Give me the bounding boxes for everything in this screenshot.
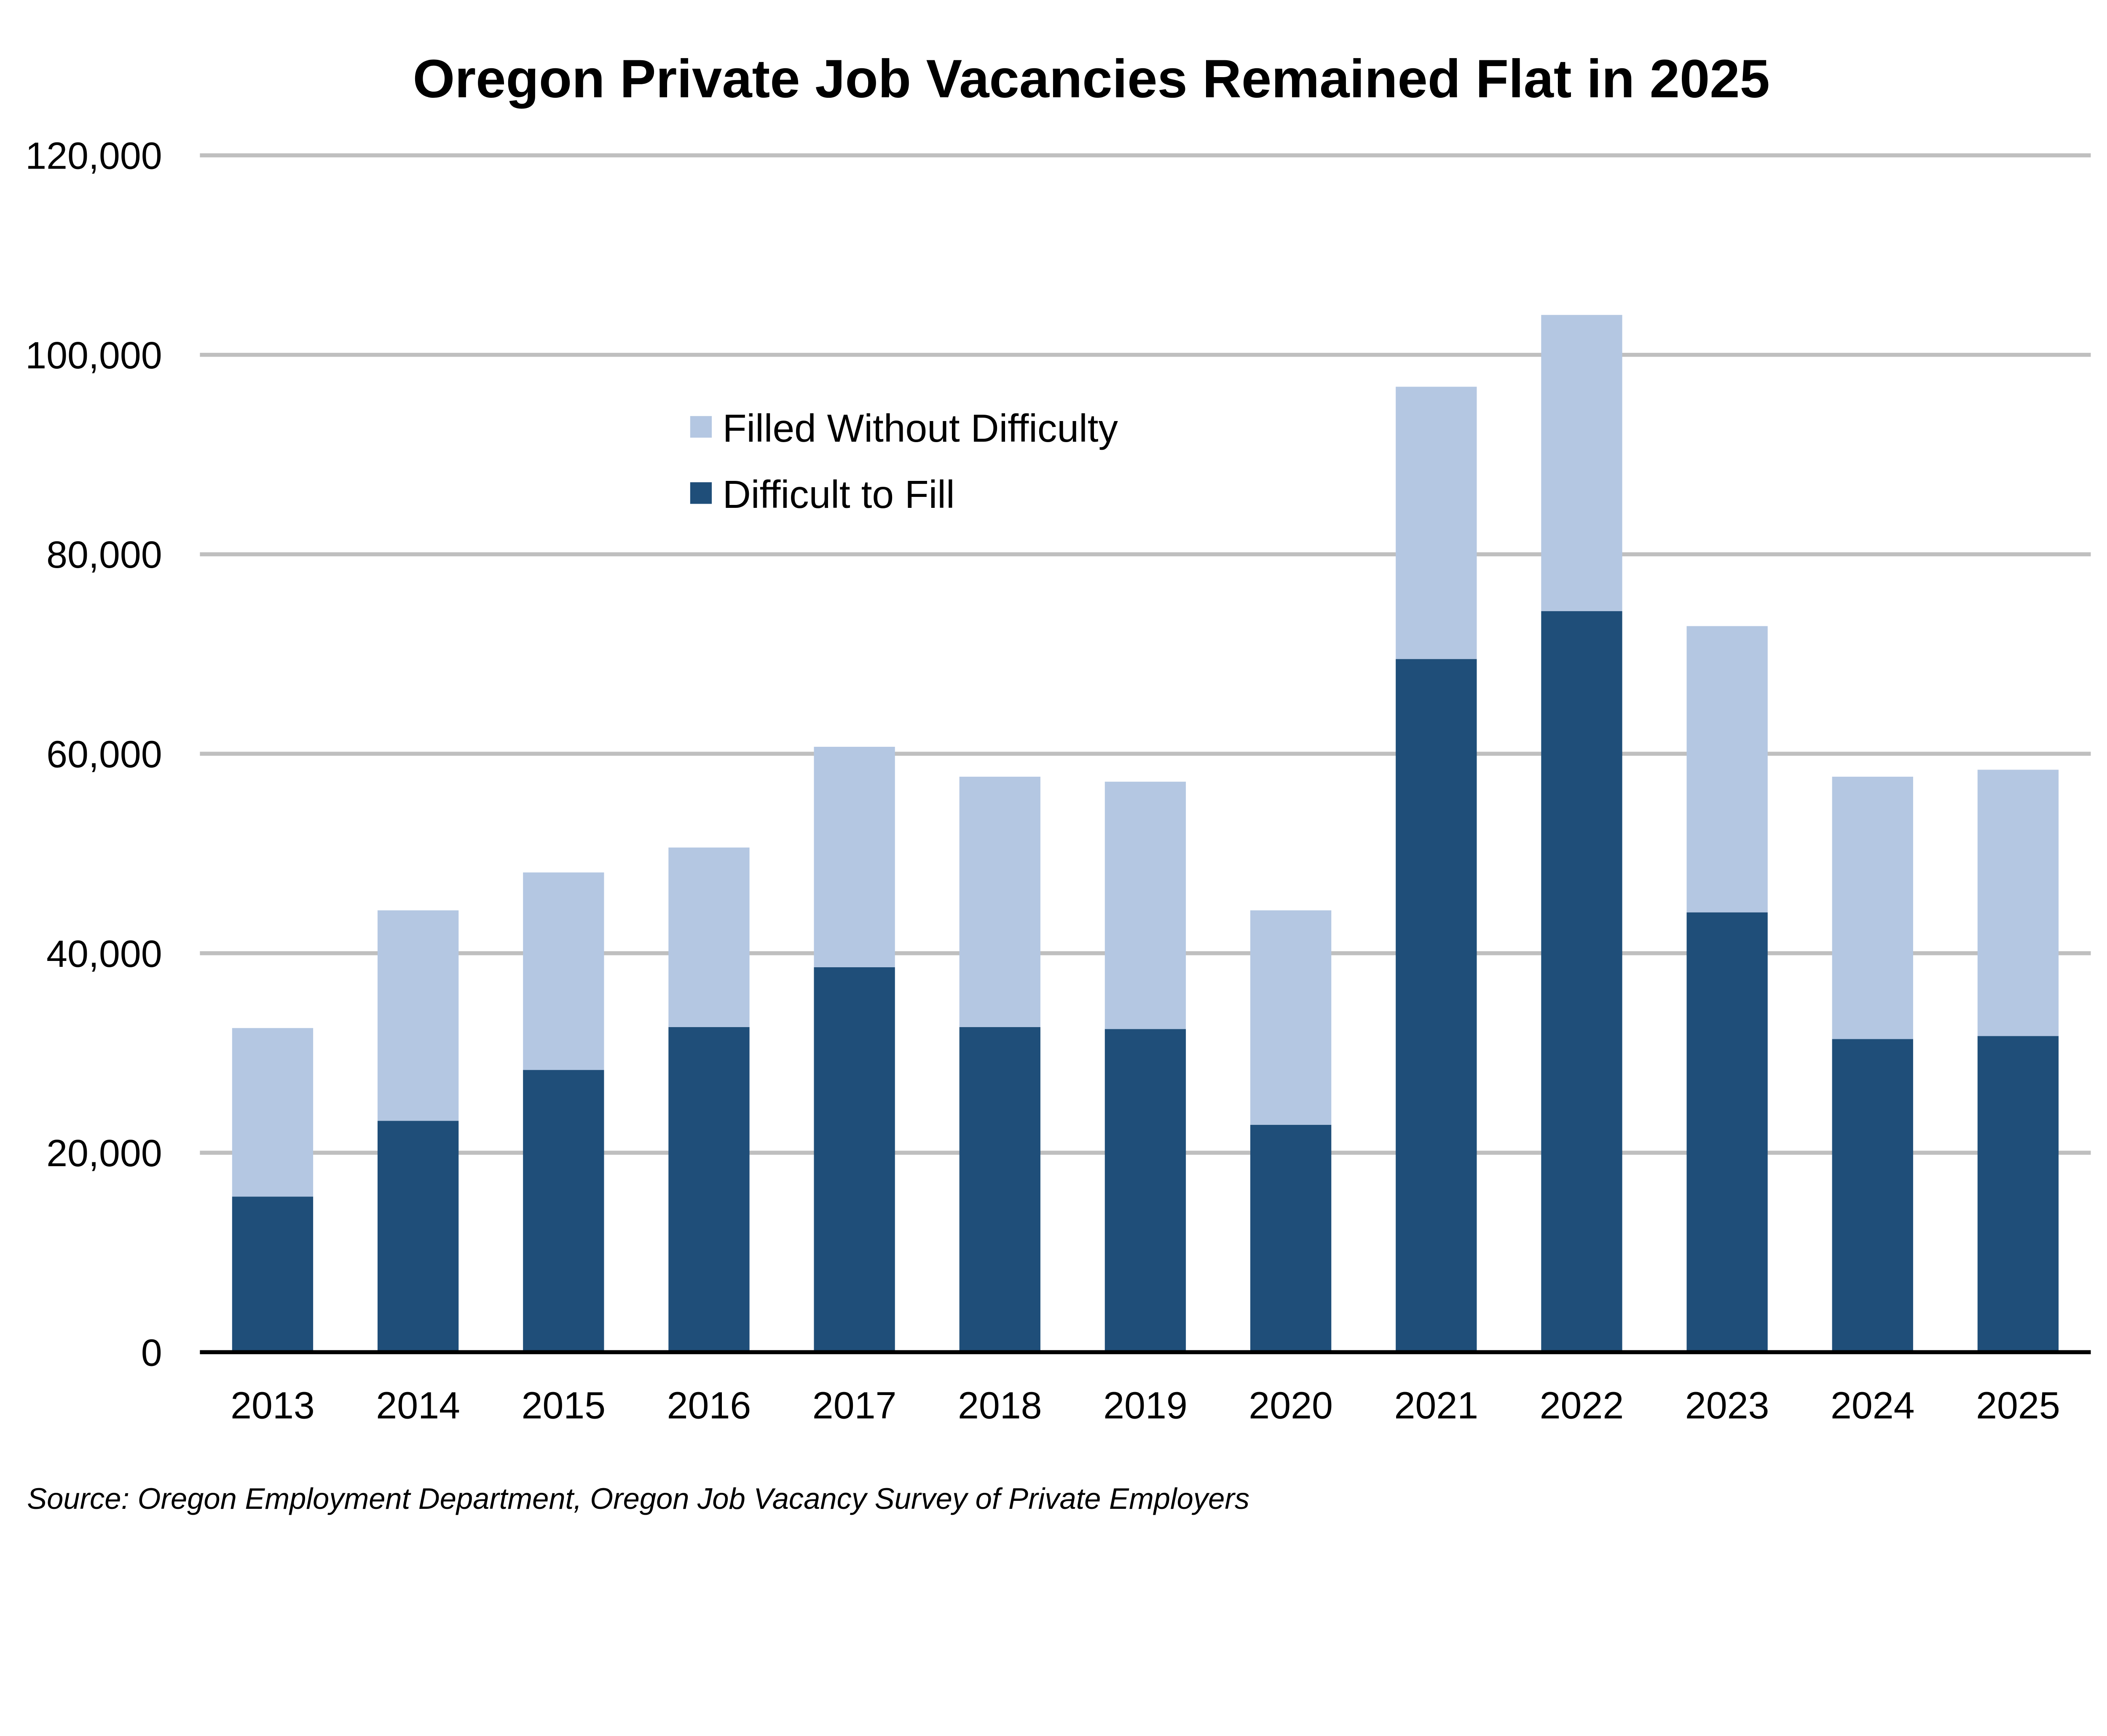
- y-tick-label: 120,000: [25, 135, 162, 177]
- bars: [232, 315, 2059, 1352]
- bar-filled-without-difficulty-2015: [523, 872, 604, 1070]
- bar-difficult-to-fill-2020: [1250, 1124, 1332, 1352]
- x-tick-label: 2013: [231, 1385, 315, 1427]
- x-tick-label: 2014: [376, 1385, 460, 1427]
- bar-filled-without-difficulty-2019: [1104, 781, 1186, 1029]
- x-tick-label: 2015: [521, 1385, 606, 1427]
- x-tick-label: 2018: [958, 1385, 1042, 1427]
- bar-difficult-to-fill-2016: [668, 1027, 750, 1352]
- bar-difficult-to-fill-2025: [1977, 1036, 2059, 1352]
- bar-difficult-to-fill-2013: [232, 1197, 314, 1352]
- bar-difficult-to-fill-2021: [1396, 659, 1477, 1352]
- bar-filled-without-difficulty-2020: [1250, 910, 1332, 1125]
- bar-filled-without-difficulty-2013: [232, 1028, 314, 1197]
- bar-difficult-to-fill-2023: [1686, 912, 1768, 1352]
- x-tick-label: 2017: [812, 1385, 897, 1427]
- bar-filled-without-difficulty-2024: [1832, 776, 1913, 1039]
- x-tick-label: 2019: [1103, 1385, 1188, 1427]
- bar-filled-without-difficulty-2017: [814, 746, 895, 967]
- bar-filled-without-difficulty-2018: [959, 776, 1040, 1027]
- x-tick-label: 2022: [1540, 1385, 1624, 1427]
- x-tick-label: 2024: [1831, 1385, 1915, 1427]
- source-note: Source: Oregon Employment Department, Or…: [27, 1482, 1249, 1515]
- bar-filled-without-difficulty-2025: [1977, 770, 2059, 1036]
- x-tick-label: 2023: [1685, 1385, 1769, 1427]
- stacked-bar-chart: Oregon Private Job Vacancies Remained Fl…: [25, 48, 2091, 1516]
- y-tick-label: 100,000: [25, 335, 162, 377]
- legend-swatch: [690, 416, 712, 438]
- legend-label: Difficult to Fill: [723, 472, 955, 516]
- x-tick-label: 2021: [1394, 1385, 1478, 1427]
- bar-filled-without-difficulty-2023: [1686, 626, 1768, 912]
- bar-filled-without-difficulty-2021: [1396, 386, 1477, 659]
- bar-difficult-to-fill-2022: [1541, 611, 1622, 1352]
- bar-filled-without-difficulty-2022: [1541, 315, 1622, 612]
- bar-difficult-to-fill-2019: [1104, 1029, 1186, 1352]
- legend-swatch: [690, 482, 712, 504]
- bar-difficult-to-fill-2015: [523, 1070, 604, 1352]
- legend-label: Filled Without Difficulty: [723, 406, 1118, 450]
- bar-difficult-to-fill-2024: [1832, 1039, 1913, 1352]
- y-tick-label: 0: [141, 1332, 162, 1374]
- x-tick-label: 2016: [667, 1385, 751, 1427]
- legend: Filled Without Difficulty Difficult to Fi…: [690, 406, 1118, 516]
- bar-filled-without-difficulty-2014: [377, 910, 459, 1121]
- y-tick-label: 60,000: [46, 734, 162, 776]
- y-axis-ticks: 0 20,000 40,000 60,000 80,000 100,000 120,000: [25, 135, 162, 1374]
- x-axis-ticks: 2013 2014 2015 2016 2017 2018 2019 2020 2021 2022…: [231, 1385, 2060, 1427]
- x-tick-label: 2025: [1976, 1385, 2060, 1427]
- x-tick-label: 2020: [1249, 1385, 1333, 1427]
- y-tick-label: 80,000: [46, 534, 162, 576]
- y-tick-label: 20,000: [46, 1132, 162, 1175]
- bar-filled-without-difficulty-2016: [668, 847, 750, 1027]
- bar-difficult-to-fill-2014: [377, 1121, 459, 1352]
- gridlines: [200, 153, 2091, 1155]
- y-tick-label: 40,000: [46, 933, 162, 975]
- bar-difficult-to-fill-2018: [959, 1027, 1040, 1352]
- bar-difficult-to-fill-2017: [814, 967, 895, 1352]
- chart-title: Oregon Private Job Vacancies Remained Fl…: [413, 49, 1770, 109]
